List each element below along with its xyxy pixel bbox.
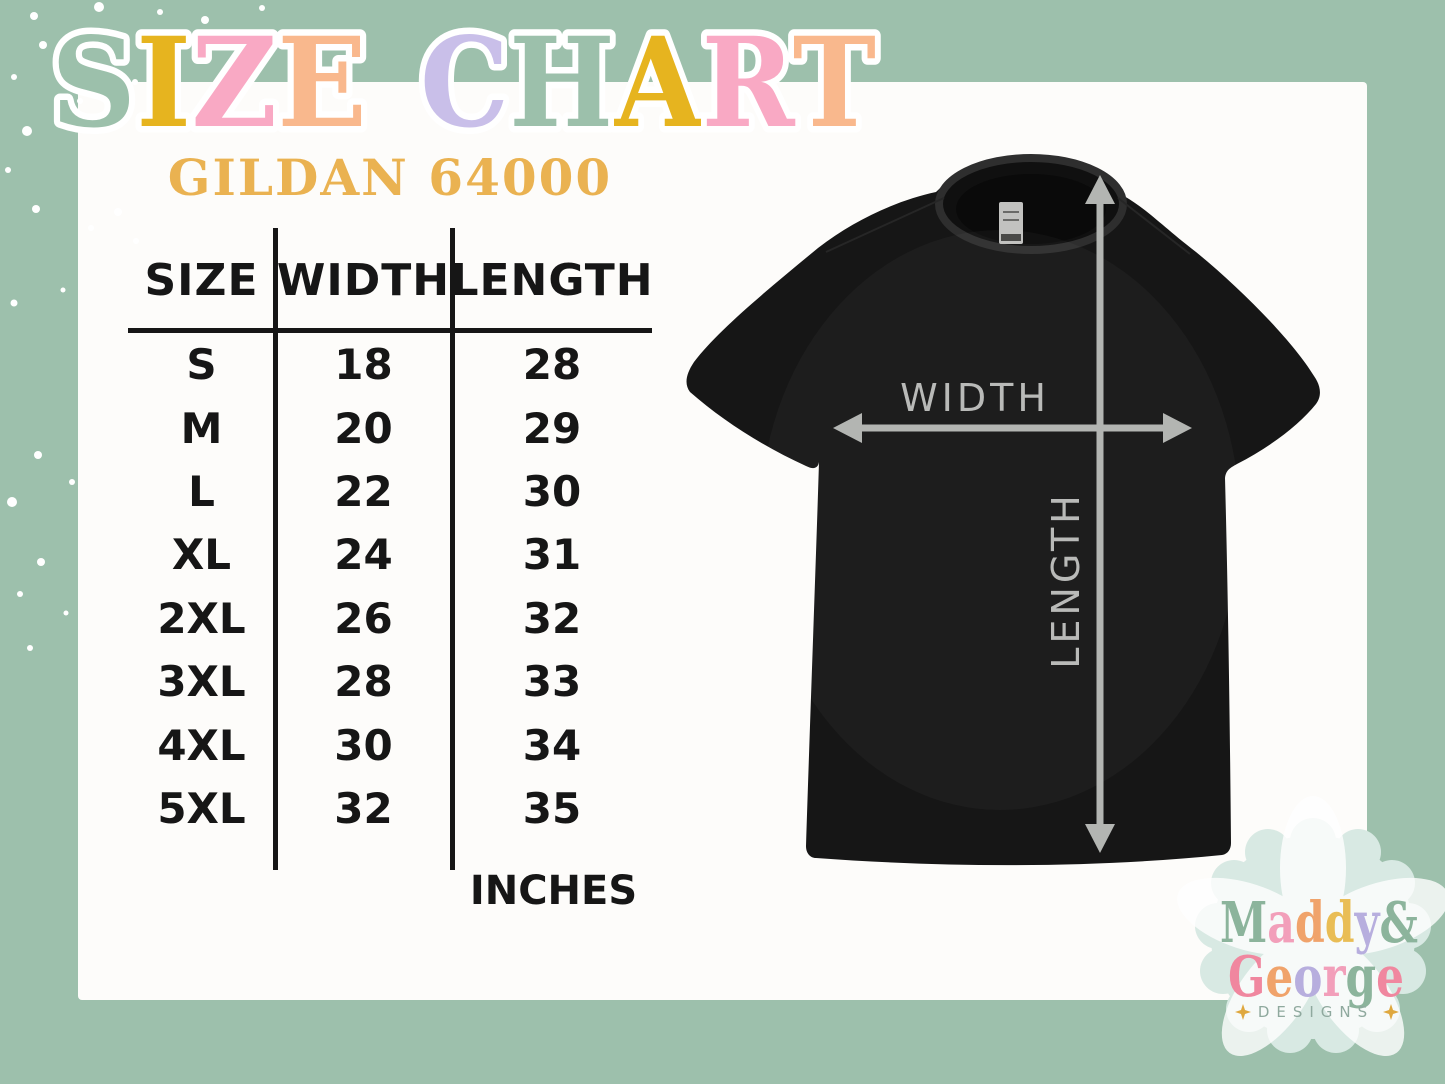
- table-body: S 18 28 M 20 29 L 22 30 XL 24 31 2XL 26: [128, 333, 652, 840]
- table-row: 4XL 30 34: [128, 713, 652, 776]
- table-row: 5XL 32 35: [128, 777, 652, 840]
- size-cell: 5XL: [157, 783, 246, 833]
- length-cell: 33: [522, 657, 582, 707]
- length-cell: 28: [522, 340, 582, 390]
- product-subtitle: GILDAN 64000: [167, 148, 613, 207]
- size-cell: 4XL: [157, 720, 246, 770]
- width-cell: 20: [334, 403, 393, 453]
- table-row: L 22 30: [128, 460, 652, 523]
- width-cell: 26: [334, 593, 393, 643]
- length-cell: 35: [522, 783, 582, 833]
- size-cell: M: [180, 403, 223, 453]
- table-row: S 18 28: [128, 333, 652, 396]
- length-cell: 31: [522, 530, 582, 580]
- size-cell: L: [188, 466, 215, 516]
- width-cell: 32: [334, 783, 393, 833]
- column-divider: [450, 228, 455, 870]
- table-row: M 20 29: [128, 396, 652, 459]
- length-cell: 32: [522, 593, 582, 643]
- size-cell: 2XL: [157, 593, 246, 643]
- width-cell: 24: [334, 530, 393, 580]
- width-cell: 28: [334, 657, 393, 707]
- length-cell: 34: [522, 720, 582, 770]
- header-rule: [128, 328, 652, 333]
- size-cell: S: [186, 340, 217, 390]
- table-row: 3XL 28 33: [128, 650, 652, 713]
- column-header-size: SIZE: [144, 254, 259, 306]
- width-cell: 18: [334, 340, 393, 390]
- column-divider: [273, 228, 278, 870]
- column-header-width: WIDTH: [276, 254, 451, 306]
- length-cell: 29: [522, 403, 582, 453]
- size-cell: 3XL: [157, 657, 246, 707]
- table-row: XL 24 31: [128, 523, 652, 586]
- logo-tagline: DESIGNS: [1258, 1003, 1374, 1021]
- size-cell: XL: [171, 530, 232, 580]
- width-cell: 22: [334, 466, 393, 516]
- table-header-row: SIZE WIDTH LENGTH: [128, 232, 652, 328]
- width-cell: 30: [334, 720, 393, 770]
- table-row: 2XL 26 32: [128, 587, 652, 650]
- column-header-length: LENGTH: [450, 254, 654, 306]
- sparkle-icon: [1235, 1004, 1399, 1020]
- length-cell: 30: [522, 466, 582, 516]
- units-label: INCHES: [469, 868, 638, 914]
